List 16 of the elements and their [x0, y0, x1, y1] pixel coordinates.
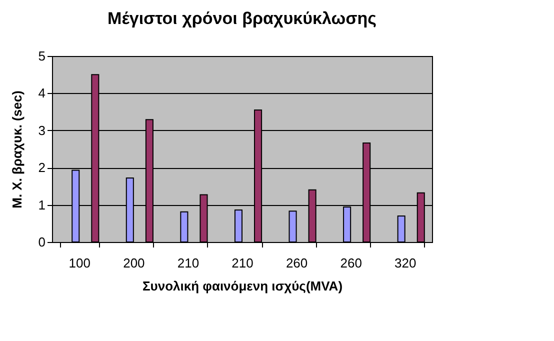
x-tick-label: 100	[68, 256, 90, 270]
x-tick-label: 210	[177, 256, 200, 270]
y-axis-title: Μ. Χ. βραχυκ. (sec)	[9, 90, 24, 208]
y-tick-label: 3	[38, 122, 46, 138]
y-tick-label: 0	[38, 234, 46, 250]
x-axis-title: Συνολική φαινόμενη ισχύς(MVA)	[142, 278, 343, 294]
chart-title: Μέγιστοι χρόνοι βραχυκύκλωσης	[108, 9, 377, 28]
y-tick-label: 2	[38, 160, 46, 176]
x-tick-label: 200	[123, 256, 145, 270]
y-tick-label: 5	[38, 48, 46, 64]
y-tick-label: 4	[38, 86, 46, 101]
x-tick-label: 210	[232, 256, 254, 270]
x-tick-label: 260	[340, 256, 362, 270]
x-tick-label: 320	[394, 256, 416, 270]
y-tick-label: 1	[38, 197, 46, 212]
x-tick-label: 260	[286, 256, 308, 270]
